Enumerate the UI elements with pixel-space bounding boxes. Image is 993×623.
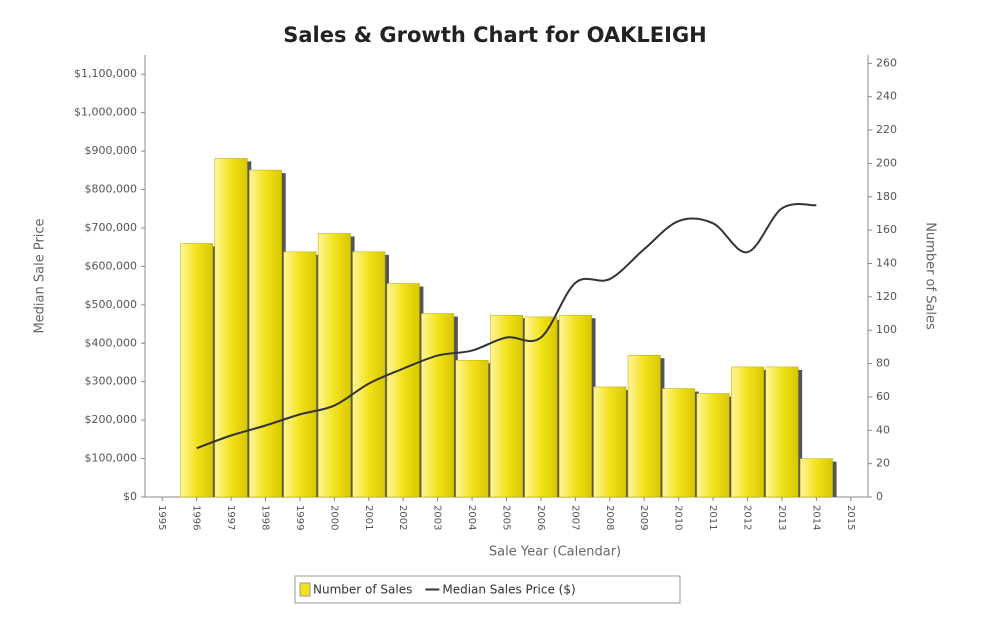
bar (455, 359, 489, 498)
bar (765, 366, 799, 498)
y2-tick-label: 140 (876, 256, 897, 269)
x-tick-label: 2013 (776, 505, 787, 530)
y-tick-label: $500,000 (85, 298, 138, 311)
x-tick-label: 2014 (810, 505, 821, 530)
y2-tick-label: 240 (876, 90, 897, 103)
x-tick-label: 2012 (742, 505, 753, 530)
x-tick-label: 2000 (328, 505, 339, 530)
bar (317, 233, 351, 498)
y-tick-label: $300,000 (85, 375, 138, 388)
x-tick-label: 2011 (707, 505, 718, 530)
x-tick-label: 2004 (466, 505, 477, 530)
x-tick-label: 1997 (225, 505, 236, 530)
y2-tick-label: 160 (876, 223, 897, 236)
x-tick-label: 2006 (535, 505, 546, 530)
y-tick-label: $1,000,000 (74, 106, 137, 119)
y2-tick-label: 120 (876, 290, 897, 303)
x-tick-label: 2007 (569, 505, 580, 530)
bar (352, 251, 386, 498)
x-tick-label: 1995 (156, 505, 167, 530)
x-tick-label: 2015 (845, 505, 856, 530)
x-tick-label: 1998 (260, 505, 271, 530)
y-tick-label: $100,000 (85, 452, 138, 465)
y-tick-label: $0 (123, 490, 137, 503)
legend-label: Number of Sales (313, 583, 412, 597)
y-tick-label: $600,000 (85, 259, 138, 272)
bar (421, 313, 455, 498)
y2-tick-label: 100 (876, 323, 897, 336)
bar (524, 316, 558, 498)
y-axis-label: Median Sale Price (33, 218, 48, 333)
y2-axis-label: Number of Sales (923, 222, 938, 330)
x-tick-label: 2009 (638, 505, 649, 530)
x-tick-label: 1999 (294, 505, 305, 530)
bar (593, 386, 627, 498)
bar (490, 314, 523, 498)
bar (283, 251, 317, 498)
y2-tick-label: 220 (876, 123, 897, 136)
y2-tick-label: 20 (876, 457, 890, 470)
y-tick-label: $900,000 (85, 144, 138, 157)
x-tick-label: 2002 (397, 505, 408, 530)
x-axis-label: Sale Year (Calendar) (489, 545, 621, 560)
line (196, 203, 817, 450)
bar (214, 158, 248, 498)
legend-swatch (299, 582, 311, 597)
x-tick-label: 2010 (673, 505, 684, 530)
x-tick-label: 1996 (191, 505, 202, 530)
y2-tick-label: 80 (876, 357, 890, 370)
legend-box (294, 575, 681, 604)
bar (180, 243, 214, 498)
y2-tick-label: 40 (876, 423, 890, 436)
y-tick-label: $700,000 (85, 221, 138, 234)
y2-tick-label: 200 (876, 156, 897, 169)
y-tick-label: $1,100,000 (74, 67, 137, 80)
x-tick-label: 2001 (363, 505, 374, 530)
y-tick-label: $400,000 (85, 336, 138, 349)
bar (662, 388, 696, 498)
y-tick-label: $800,000 (85, 183, 138, 196)
bar (799, 458, 833, 498)
chart-title: Sales & Growth Chart for OAKLEIGH (283, 23, 707, 47)
legend-label: Median Sales Price ($) (442, 583, 575, 597)
bar (249, 169, 282, 498)
y2-tick-label: 60 (876, 390, 890, 403)
x-tick-label: 2005 (501, 505, 512, 530)
bar (696, 393, 730, 498)
bar (731, 366, 764, 498)
x-tick-label: 2003 (432, 505, 443, 530)
y2-tick-label: 260 (876, 56, 897, 69)
x-tick-label: 2008 (604, 505, 615, 530)
y2-tick-label: 0 (876, 490, 883, 503)
y-tick-label: $200,000 (85, 413, 138, 426)
bar (558, 314, 592, 498)
bar (627, 354, 661, 498)
bar (386, 283, 420, 498)
y2-tick-label: 180 (876, 190, 897, 203)
